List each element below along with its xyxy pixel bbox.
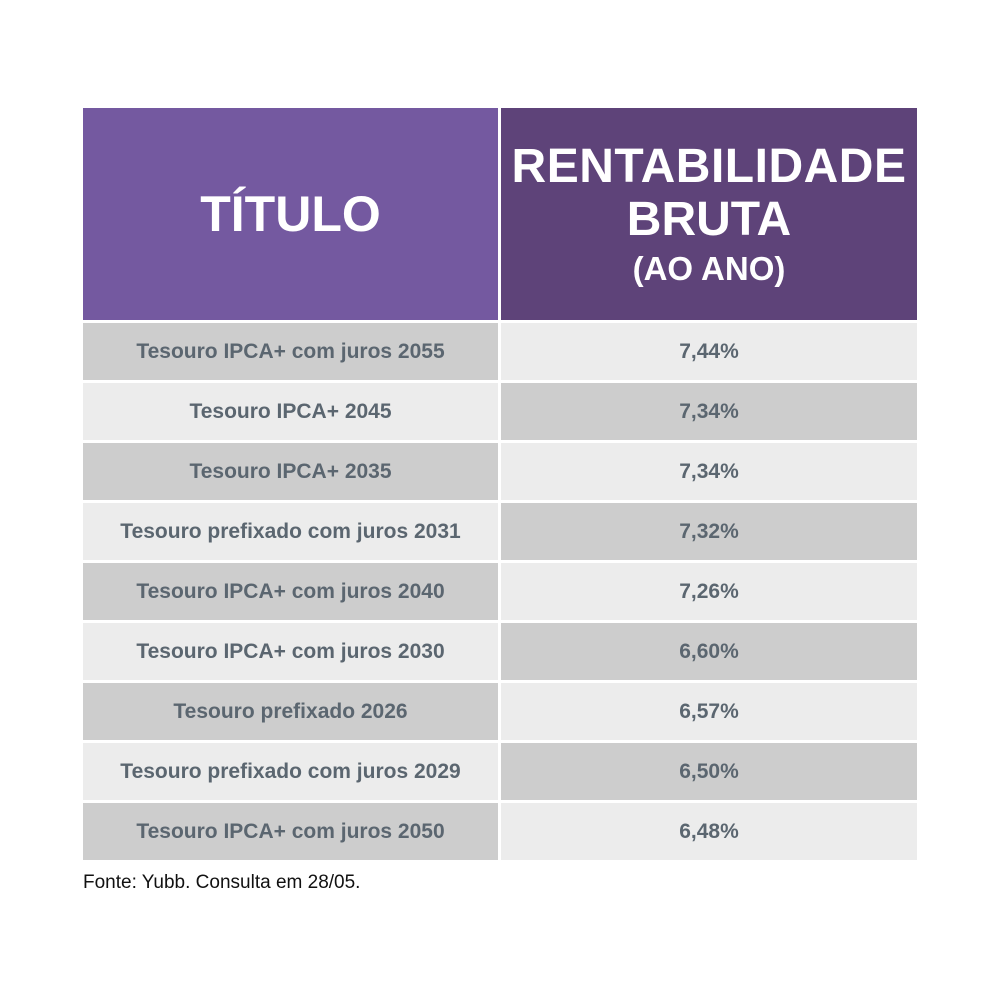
table-row: Tesouro IPCA+ com juros 2050 6,48% [83,803,917,860]
cell-rentabilidade: 7,34% [501,443,917,500]
cell-titulo: Tesouro IPCA+ com juros 2055 [83,323,498,380]
cell-titulo: Tesouro prefixado com juros 2029 [83,743,498,800]
cell-titulo: Tesouro IPCA+ com juros 2040 [83,563,498,620]
cell-rentabilidade: 7,26% [501,563,917,620]
header-rentabilidade: RENTABILIDADE BRUTA (AO ANO) [501,108,917,320]
cell-titulo: Tesouro IPCA+ com juros 2030 [83,623,498,680]
header-titulo: TÍTULO [83,108,498,320]
table-row: Tesouro IPCA+ com juros 2030 6,60% [83,623,917,680]
table-row: Tesouro IPCA+ 2045 7,34% [83,383,917,440]
cell-titulo: Tesouro prefixado com juros 2031 [83,503,498,560]
source-note: Fonte: Yubb. Consulta em 28/05. [83,872,361,893]
table-row: Tesouro IPCA+ com juros 2040 7,26% [83,563,917,620]
table-row: Tesouro prefixado 2026 6,57% [83,683,917,740]
table-row: Tesouro IPCA+ com juros 2055 7,44% [83,323,917,380]
cell-rentabilidade: 7,34% [501,383,917,440]
cell-rentabilidade: 7,44% [501,323,917,380]
header-rentabilidade-line3: (AO ANO) [632,249,786,287]
header-rentabilidade-line1: RENTABILIDADE [511,140,907,194]
cell-rentabilidade: 6,60% [501,623,917,680]
table-row: Tesouro prefixado com juros 2029 6,50% [83,743,917,800]
cell-titulo: Tesouro IPCA+ com juros 2050 [83,803,498,860]
table-row: Tesouro prefixado com juros 2031 7,32% [83,503,917,560]
cell-titulo: Tesouro IPCA+ 2045 [83,383,498,440]
cell-rentabilidade: 6,50% [501,743,917,800]
yield-table: TÍTULO RENTABILIDADE BRUTA (AO ANO) Teso… [83,108,917,863]
table-header: TÍTULO RENTABILIDADE BRUTA (AO ANO) [83,108,917,320]
table-row: Tesouro IPCA+ 2035 7,34% [83,443,917,500]
cell-rentabilidade: 6,57% [501,683,917,740]
table-body: Tesouro IPCA+ com juros 2055 7,44% Tesouro… [83,323,917,860]
cell-rentabilidade: 7,32% [501,503,917,560]
cell-titulo: Tesouro IPCA+ 2035 [83,443,498,500]
cell-titulo: Tesouro prefixado 2026 [83,683,498,740]
header-rentabilidade-line2: BRUTA [626,192,792,246]
cell-rentabilidade: 6,48% [501,803,917,860]
